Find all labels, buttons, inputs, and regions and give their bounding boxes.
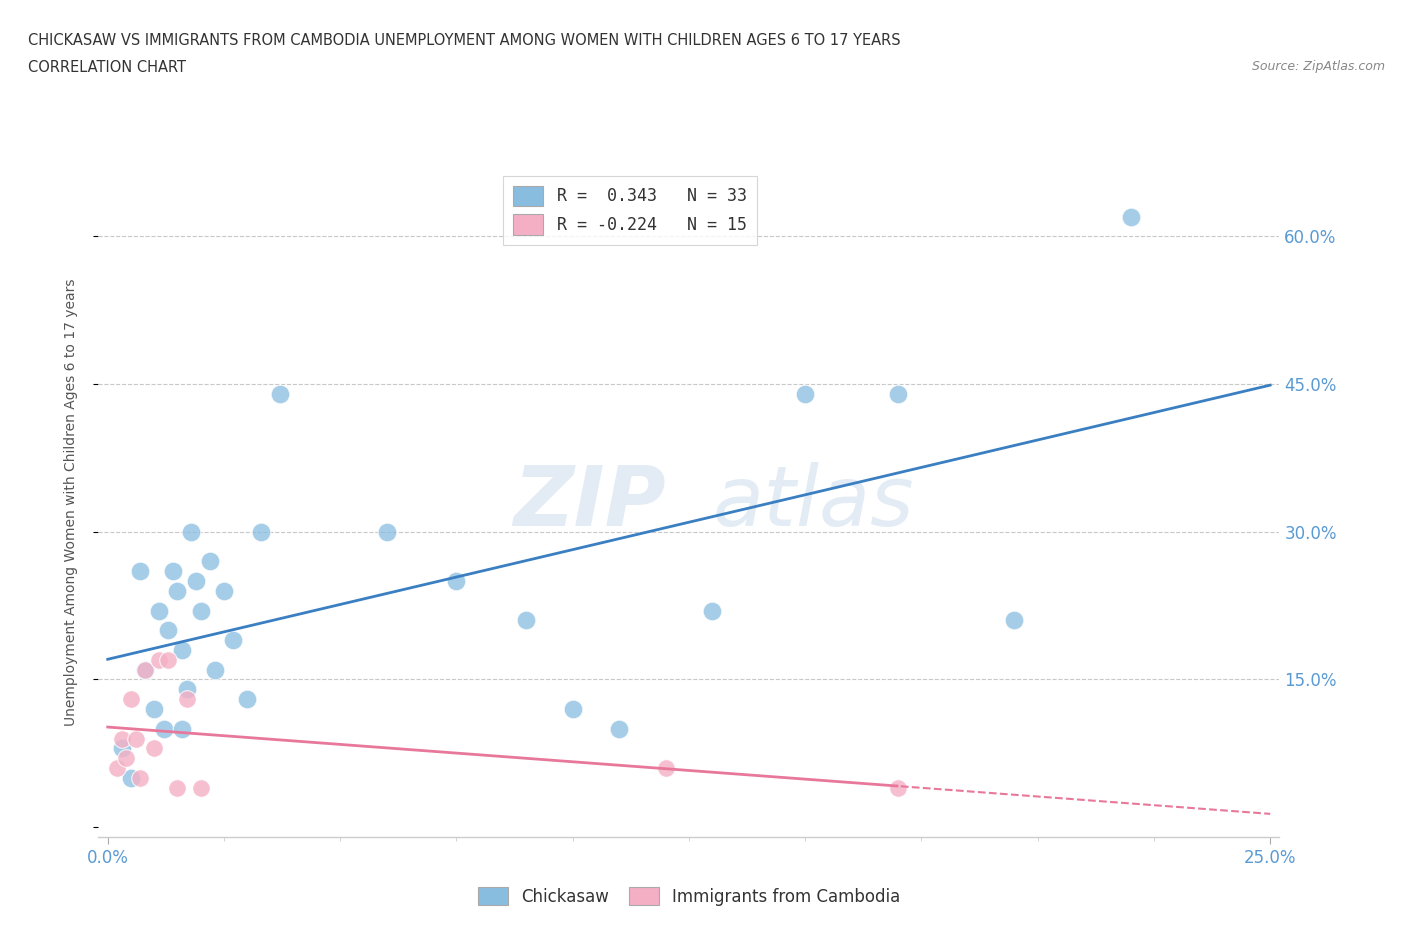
Point	[269, 387, 291, 402]
Point	[212, 583, 235, 598]
Point	[148, 652, 170, 667]
Point	[172, 722, 194, 737]
Point	[446, 574, 468, 589]
Legend: Chickasaw, Immigrants from Cambodia: Chickasaw, Immigrants from Cambodia	[471, 881, 907, 912]
Point	[111, 731, 134, 746]
Point	[1119, 209, 1142, 224]
Point	[129, 770, 152, 785]
Point	[157, 652, 180, 667]
Point	[180, 525, 202, 539]
Point	[184, 574, 207, 589]
Point	[654, 761, 676, 776]
Y-axis label: Unemployment Among Women with Children Ages 6 to 17 years: Unemployment Among Women with Children A…	[63, 278, 77, 726]
Point	[115, 751, 138, 765]
Point	[222, 632, 245, 647]
Point	[157, 623, 180, 638]
Point	[190, 780, 212, 795]
Point	[176, 682, 198, 697]
Text: atlas: atlas	[713, 461, 914, 543]
Point	[561, 701, 583, 716]
Point	[190, 603, 212, 618]
Point	[105, 761, 128, 776]
Point	[887, 387, 910, 402]
Point	[250, 525, 273, 539]
Point	[124, 731, 146, 746]
Text: CORRELATION CHART: CORRELATION CHART	[28, 60, 186, 75]
Point	[120, 770, 142, 785]
Point	[204, 662, 226, 677]
Point	[111, 741, 134, 756]
Point	[515, 613, 537, 628]
Point	[166, 583, 188, 598]
Point	[120, 692, 142, 707]
Point	[143, 741, 166, 756]
Point	[129, 564, 152, 578]
Point	[166, 780, 188, 795]
Text: Source: ZipAtlas.com: Source: ZipAtlas.com	[1251, 60, 1385, 73]
Point	[134, 662, 156, 677]
Point	[172, 643, 194, 658]
Point	[143, 701, 166, 716]
Point	[176, 692, 198, 707]
Point	[152, 722, 174, 737]
Text: CHICKASAW VS IMMIGRANTS FROM CAMBODIA UNEMPLOYMENT AMONG WOMEN WITH CHILDREN AGE: CHICKASAW VS IMMIGRANTS FROM CAMBODIA UN…	[28, 33, 901, 47]
Point	[887, 780, 910, 795]
Point	[1002, 613, 1025, 628]
Point	[162, 564, 184, 578]
Point	[794, 387, 817, 402]
Legend: R =  0.343   N = 33, R = -0.224   N = 15: R = 0.343 N = 33, R = -0.224 N = 15	[503, 176, 756, 245]
Point	[148, 603, 170, 618]
Point	[375, 525, 398, 539]
Point	[236, 692, 259, 707]
Point	[702, 603, 724, 618]
Text: ZIP: ZIP	[513, 461, 665, 543]
Point	[607, 722, 630, 737]
Point	[198, 554, 221, 569]
Point	[134, 662, 156, 677]
